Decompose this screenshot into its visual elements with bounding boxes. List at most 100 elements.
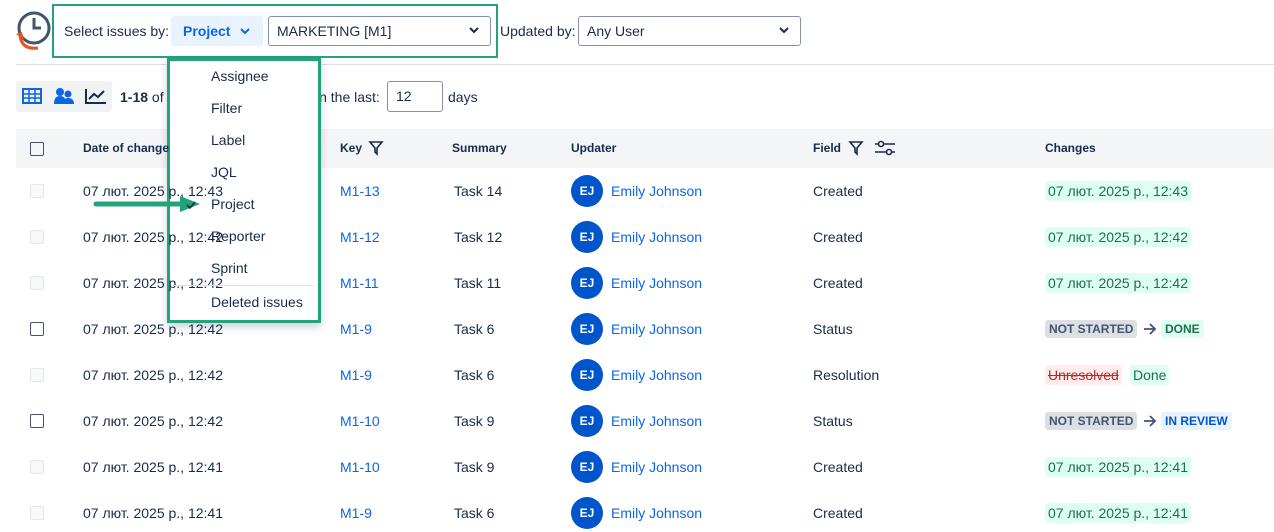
row-checkbox xyxy=(30,460,44,474)
summary: Task 6 xyxy=(454,321,495,337)
row-checkbox xyxy=(30,368,44,382)
menu-item[interactable]: Sprint xyxy=(211,260,248,276)
updated-by-value: Any User xyxy=(587,23,645,39)
issue-key[interactable]: M1-12 xyxy=(340,229,380,245)
chevron xyxy=(240,28,250,35)
updater[interactable]: Emily Johnson xyxy=(611,183,703,199)
pointer-arrow xyxy=(93,196,200,212)
in-last-label: in the last: xyxy=(316,89,380,105)
issue-key[interactable]: M1-11 xyxy=(340,275,379,291)
date: 07 лют. 2025 р., 12:42 xyxy=(83,321,223,337)
updated-by-label: Updated by: xyxy=(500,23,576,39)
avatar: EJ xyxy=(571,175,603,207)
change-date: 07 лют. 2025 р., 12:42 xyxy=(1045,273,1191,293)
from-status: NOT STARTED xyxy=(1045,412,1138,430)
issue-key[interactable]: M1-9 xyxy=(340,505,372,521)
menu-item[interactable]: Filter xyxy=(211,100,243,116)
select-by-button[interactable]: Project xyxy=(171,16,263,46)
updater[interactable]: Emily Johnson xyxy=(611,321,703,337)
field-settings-icon[interactable] xyxy=(874,140,896,156)
updater[interactable]: Emily Johnson xyxy=(611,229,703,245)
updater[interactable]: Emily Johnson xyxy=(611,413,703,429)
date: 07 лют. 2025 р., 12:42 xyxy=(83,229,223,245)
column-header: Key xyxy=(340,141,363,155)
field: Status xyxy=(813,321,853,337)
to-value: Done xyxy=(1130,365,1170,385)
date: 07 лют. 2025 р., 12:42 xyxy=(83,367,223,383)
column-header: Changes xyxy=(1045,141,1096,155)
date: 07 лют. 2025 р., 12:41 xyxy=(83,505,223,521)
change-arrow xyxy=(1144,323,1157,335)
summary: Task 9 xyxy=(454,459,495,475)
date: 07 лют. 2025 р., 12:42 xyxy=(83,413,223,429)
menu-item[interactable]: Project xyxy=(211,196,255,212)
field-filter-icon[interactable] xyxy=(848,140,864,156)
summary: Task 9 xyxy=(454,413,495,429)
project-select[interactable]: MARKETING [M1] xyxy=(268,16,491,46)
column-header: Updater xyxy=(571,141,617,155)
summary: Task 6 xyxy=(454,505,495,521)
issue-key[interactable]: M1-13 xyxy=(340,183,380,199)
avatar: EJ xyxy=(571,405,603,437)
updater[interactable]: Emily Johnson xyxy=(611,367,703,383)
to-status: IN REVIEW xyxy=(1161,412,1232,430)
updater[interactable]: Emily Johnson xyxy=(611,505,703,521)
menu-item[interactable]: Assignee xyxy=(211,68,269,84)
check-mark xyxy=(186,201,196,210)
avatar: EJ xyxy=(571,221,603,253)
highlight-box xyxy=(52,4,498,58)
updater[interactable]: Emily Johnson xyxy=(611,275,703,291)
field: Created xyxy=(813,229,863,245)
issue-key[interactable]: M1-9 xyxy=(340,321,372,337)
column-header: Summary xyxy=(452,141,507,155)
menu-item[interactable]: JQL xyxy=(211,164,237,180)
issue-key[interactable]: M1-10 xyxy=(340,459,380,475)
summary: Task 12 xyxy=(454,229,503,245)
date: 07 лют. 2025 р., 12:41 xyxy=(83,459,223,475)
change-date: 07 лют. 2025 р., 12:43 xyxy=(1045,181,1191,201)
row-checkbox xyxy=(30,276,44,290)
divider xyxy=(16,64,1274,65)
menu-item[interactable]: Deleted issues xyxy=(211,294,303,310)
select-all-checkbox[interactable] xyxy=(30,142,44,156)
users-view-icon[interactable] xyxy=(54,87,74,105)
issue-key[interactable]: M1-10 xyxy=(340,413,380,429)
days-input[interactable]: 12 xyxy=(387,81,443,112)
field: Status xyxy=(813,413,853,429)
days-label: days xyxy=(448,89,478,105)
chevron xyxy=(779,27,789,34)
menu-item[interactable]: Reporter xyxy=(211,228,266,244)
row-checkbox[interactable] xyxy=(30,414,44,428)
column-header: Field xyxy=(813,141,842,155)
field: Created xyxy=(813,505,863,521)
menu-item[interactable]: Label xyxy=(211,132,246,148)
row-checkbox xyxy=(30,230,44,244)
field: Created xyxy=(813,275,863,291)
range-count: 1-18 xyxy=(120,89,149,105)
field: Resolution xyxy=(813,367,880,383)
updated-by-select[interactable]: Any User xyxy=(578,16,801,46)
date: 07 лют. 2025 р., 12:42 xyxy=(83,275,223,291)
summary: Task 14 xyxy=(454,183,503,199)
key-filter-icon[interactable] xyxy=(368,140,384,156)
project-value: MARKETING [M1] xyxy=(277,23,392,39)
change-date: 07 лют. 2025 р., 12:41 xyxy=(1045,503,1191,523)
avatar: EJ xyxy=(571,359,603,391)
avatar: EJ xyxy=(571,267,603,299)
avatar: EJ xyxy=(571,313,603,345)
row-checkbox[interactable] xyxy=(30,322,44,336)
change-arrow xyxy=(1144,415,1157,427)
updater[interactable]: Emily Johnson xyxy=(611,459,703,475)
summary: Task 11 xyxy=(454,275,502,291)
menu-separator xyxy=(172,285,313,286)
change-date: 07 лют. 2025 р., 12:42 xyxy=(1045,227,1191,247)
row-checkbox xyxy=(30,506,44,520)
issue-key[interactable]: M1-9 xyxy=(340,367,372,383)
to-status: DONE xyxy=(1161,320,1204,338)
table-view-icon[interactable] xyxy=(22,88,42,104)
chart-view-icon[interactable] xyxy=(85,88,107,104)
range: 1-18 of xyxy=(120,89,164,105)
days-value: 12 xyxy=(396,88,412,104)
dropdown-menu xyxy=(167,58,321,323)
